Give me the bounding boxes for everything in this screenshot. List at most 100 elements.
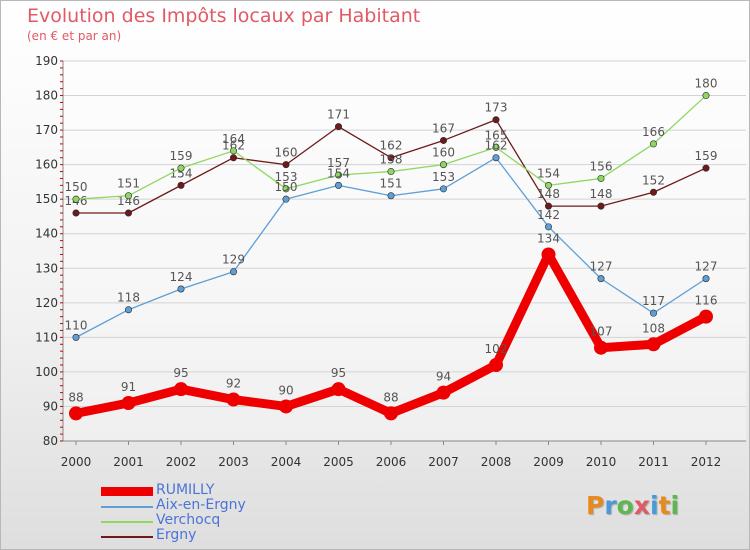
data-point-rumilly (594, 340, 608, 355)
x-tick-label-2005: 2005 (323, 455, 354, 469)
x-tick-label-2003: 2003 (218, 455, 249, 469)
y-tick-label-90: 90 (43, 399, 58, 413)
data-point-rumilly (384, 406, 398, 421)
y-tick-label-80: 80 (43, 434, 58, 448)
data-label-aix-en-ergny: 117 (642, 294, 665, 308)
logo-letter: P (586, 491, 605, 520)
x-tick-label-2001: 2001 (113, 455, 144, 469)
data-label-rumilly: 88 (383, 390, 398, 404)
data-label-aix-en-ergny: 154 (327, 166, 350, 180)
data-point-aix-en-ergny (72, 333, 80, 341)
legend-label-rumilly: RUMILLY (156, 482, 215, 498)
x-tick-label-2004: 2004 (271, 455, 302, 469)
data-label-verchocq: 165 (485, 128, 508, 142)
data-point-ergny (702, 164, 710, 172)
data-label-aix-en-ergny: 162 (485, 139, 508, 153)
legend-swatch-rumilly (101, 487, 153, 496)
data-point-aix-en-ergny (177, 285, 185, 293)
logo-letter: x (633, 491, 650, 520)
data-point-aix-en-ergny (230, 268, 238, 276)
data-label-aix-en-ergny: 142 (537, 208, 560, 222)
y-tick-label-160: 160 (35, 158, 58, 172)
data-label-aix-en-ergny: 129 (222, 253, 245, 267)
data-label-rumilly: 108 (642, 321, 665, 335)
x-tick-label-2009: 2009 (533, 455, 564, 469)
y-tick-label-110: 110 (35, 330, 58, 344)
data-point-aix-en-ergny (439, 185, 447, 193)
data-label-ergny: 162 (222, 139, 245, 153)
data-point-verchocq (597, 174, 605, 182)
logo-letter: r (604, 491, 617, 520)
legend-label-aix-en-ergny: Aix-en-Ergny (156, 497, 246, 513)
data-label-verchocq: 166 (642, 125, 665, 139)
data-label-aix-en-ergny: 153 (432, 170, 455, 184)
data-label-rumilly: 90 (278, 383, 293, 397)
data-point-ergny (230, 154, 238, 162)
data-label-verchocq: 151 (117, 177, 140, 191)
data-point-verchocq (387, 168, 395, 176)
data-label-verchocq: 164 (222, 132, 245, 146)
data-point-rumilly (489, 358, 503, 372)
data-point-verchocq (177, 164, 185, 172)
data-point-rumilly (646, 337, 661, 352)
data-label-rumilly: 95 (173, 366, 188, 380)
data-point-rumilly (699, 309, 713, 324)
data-point-verchocq (334, 171, 342, 179)
data-point-rumilly (226, 392, 241, 407)
data-label-ergny: 171 (327, 108, 350, 122)
logo-letter: t (658, 491, 671, 520)
data-point-ergny (544, 202, 552, 210)
data-point-ergny (177, 181, 185, 189)
data-label-verchocq: 150 (65, 180, 88, 194)
proxiti-logo: Proxiti (586, 491, 679, 520)
x-tick-label-2006: 2006 (376, 455, 407, 469)
x-tick-label-2011: 2011 (638, 455, 669, 469)
data-label-ergny: 148 (537, 187, 560, 201)
y-tick-label-190: 190 (35, 54, 58, 68)
data-point-rumilly (541, 247, 556, 262)
data-label-aix-en-ergny: 110 (65, 318, 88, 332)
chart-subtitle: (en € et par an) (27, 29, 122, 43)
data-label-rumilly: 95 (331, 366, 346, 380)
data-label-ergny: 148 (590, 187, 613, 201)
data-label-ergny: 167 (432, 121, 455, 135)
data-label-verchocq: 160 (432, 146, 455, 160)
data-label-ergny: 152 (642, 173, 665, 187)
data-label-verchocq: 154 (537, 166, 560, 180)
data-label-aix-en-ergny: 127 (590, 260, 613, 274)
data-point-ergny (649, 188, 657, 196)
legend-swatch-ergny (101, 536, 153, 538)
logo-letter: i (670, 491, 680, 520)
data-point-rumilly (331, 382, 346, 397)
data-point-rumilly (69, 406, 83, 421)
data-label-rumilly: 107 (590, 325, 613, 339)
data-point-rumilly (436, 385, 451, 400)
y-tick-label-150: 150 (35, 192, 58, 206)
data-label-rumilly: 94 (436, 370, 451, 384)
data-point-rumilly (121, 396, 136, 410)
data-point-aix-en-ergny (544, 223, 552, 231)
series-aix-en-ergny: 110 118 124 129 150 154 151 153 162 142 127 117 127 (65, 139, 717, 341)
x-tick-label-2000: 2000 (61, 455, 92, 469)
y-tick-label-170: 170 (35, 123, 58, 137)
data-label-verchocq: 156 (590, 159, 613, 173)
data-point-verchocq (125, 192, 133, 200)
data-point-ergny (282, 161, 290, 169)
x-tick-label-2010: 2010 (586, 455, 617, 469)
data-label-aix-en-ergny: 124 (170, 270, 193, 284)
x-tick-label-2012: 2012 (691, 455, 722, 469)
series-ergny: 146146154162160171162167173148148152159 (65, 101, 717, 217)
data-point-verchocq (282, 185, 290, 193)
legend-swatch-verchocq (101, 521, 153, 523)
data-label-ergny: 162 (380, 139, 403, 153)
data-label-rumilly: 92 (226, 377, 241, 391)
data-point-aix-en-ergny (597, 275, 605, 283)
data-point-aix-en-ergny (649, 309, 657, 317)
data-point-aix-en-ergny (492, 154, 500, 162)
data-label-verchocq: 153 (275, 170, 298, 184)
data-point-ergny (492, 116, 500, 124)
data-label-aix-en-ergny: 118 (117, 291, 140, 305)
x-tick-label-2002: 2002 (166, 455, 197, 469)
data-point-ergny (334, 123, 342, 131)
